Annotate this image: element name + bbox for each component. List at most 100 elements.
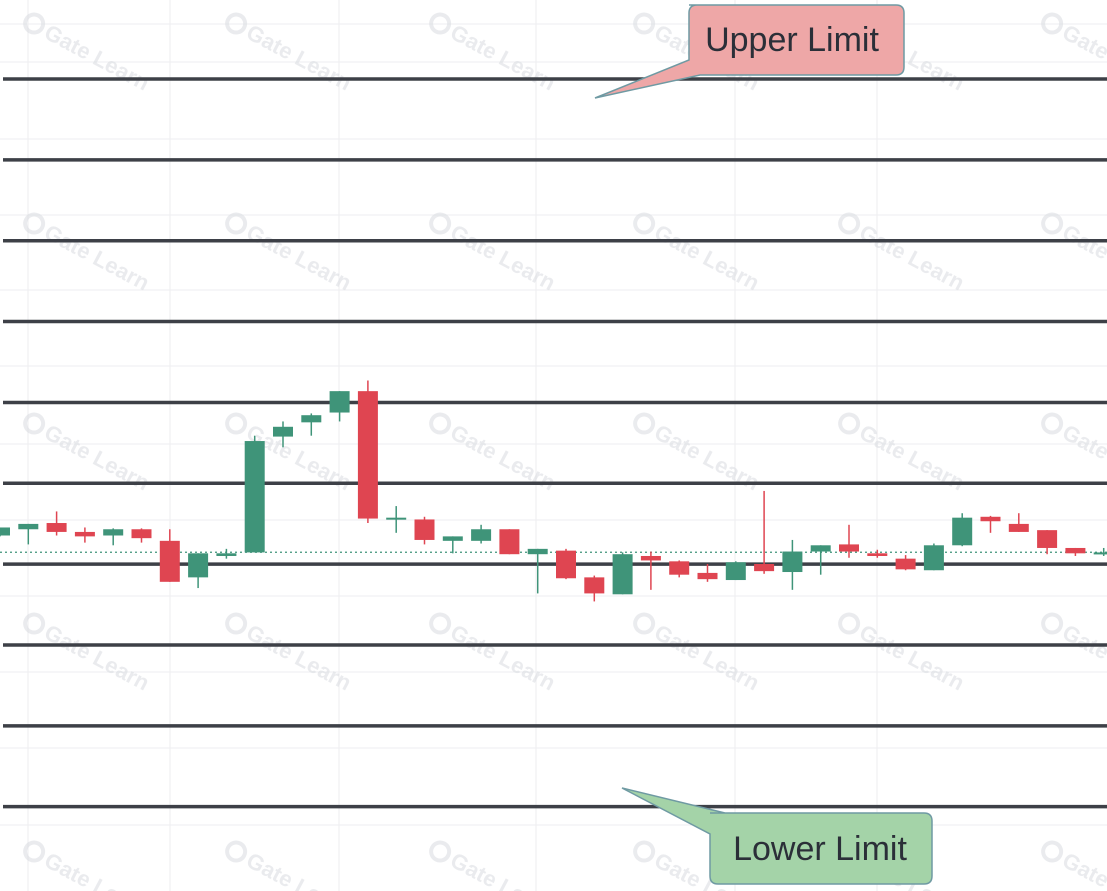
- candle: [640, 551, 661, 590]
- watermark-logo-icon: [1041, 412, 1064, 435]
- watermark-text: Gate Learn: [40, 620, 153, 696]
- watermark-logo-icon: [838, 212, 861, 235]
- candle-body: [301, 415, 322, 423]
- watermark-logo-icon: [23, 212, 46, 235]
- watermark-logo-icon: [633, 612, 656, 635]
- watermark-logo-icon: [225, 12, 248, 35]
- watermark-text: Gate Learn: [446, 620, 559, 696]
- watermark-logo-icon: [633, 12, 656, 35]
- watermark-mark: Gate Learn: [225, 12, 356, 96]
- candle-body: [1008, 523, 1029, 532]
- watermark-text: Gate Learn: [446, 220, 559, 296]
- candle-body: [74, 531, 95, 537]
- candle-body: [782, 551, 803, 573]
- candle-body: [810, 545, 831, 552]
- candle-body: [386, 517, 407, 520]
- watermark-logo-icon: [838, 412, 861, 435]
- watermark-text: Gate Learn: [1058, 220, 1107, 296]
- candle-body: [18, 523, 39, 530]
- candle-body: [980, 516, 1001, 522]
- watermark-mark: Gate Learn: [225, 612, 356, 696]
- candle: [442, 536, 463, 554]
- candle-body: [471, 529, 492, 541]
- candle: [188, 553, 209, 589]
- watermark-text: Gate Learn: [855, 220, 968, 296]
- candle-body: [895, 558, 916, 570]
- candle-body: [273, 426, 293, 437]
- candle: [74, 527, 95, 543]
- candle: [1065, 547, 1086, 556]
- watermark-mark: Gate Learn: [429, 840, 560, 891]
- candle: [301, 413, 322, 436]
- candle: [584, 575, 605, 602]
- candle-body: [697, 572, 718, 580]
- candle-body: [669, 561, 690, 575]
- candle: [46, 511, 67, 536]
- candle-body: [103, 529, 124, 536]
- candle: [782, 539, 803, 590]
- candle: [754, 490, 775, 574]
- candle: [414, 516, 435, 545]
- watermark-mark: Gate Learn: [633, 212, 764, 296]
- watermark-text: Gate Learn: [650, 620, 763, 696]
- watermark-text: Gate Learn: [40, 220, 153, 296]
- candle-body: [216, 553, 237, 556]
- candle-body: [584, 577, 605, 594]
- watermark-text: Gate Learn: [40, 20, 153, 96]
- watermark-logo-icon: [633, 212, 656, 235]
- watermark-mark: Gate Learn: [633, 612, 764, 696]
- watermark-text: Gate Learn: [1058, 848, 1107, 891]
- watermark-text: Gate Learn: [855, 620, 968, 696]
- watermark-text: Gate Learn: [1058, 620, 1107, 696]
- watermark-mark: Gate Learn: [225, 212, 356, 296]
- watermark-logo-icon: [429, 840, 452, 863]
- candle-body: [867, 553, 888, 556]
- watermark-mark: Gate Learn: [838, 212, 969, 296]
- watermark-logo-icon: [1041, 612, 1064, 635]
- candle: [669, 560, 690, 578]
- watermark-logo-icon: [1041, 12, 1064, 35]
- candle: [556, 548, 576, 580]
- candlestick-series: [0, 380, 1107, 602]
- candle-body: [725, 562, 746, 581]
- candle: [952, 513, 973, 547]
- candle-body: [527, 548, 548, 555]
- candle: [725, 561, 746, 581]
- candle-body: [0, 527, 10, 536]
- candle: [471, 524, 492, 544]
- watermark-logo-icon: [429, 212, 452, 235]
- candle: [499, 529, 520, 555]
- watermark-mark: Gate Learn: [429, 12, 560, 96]
- candle-body: [414, 519, 435, 540]
- candle: [697, 564, 718, 582]
- candle: [1037, 530, 1058, 555]
- grid-level-lines: [3, 77, 1107, 809]
- candle: [131, 528, 152, 543]
- watermark-text: Gate Learn: [446, 848, 559, 891]
- watermark-mark: Gate Learn: [429, 212, 560, 296]
- candle-body: [1037, 530, 1058, 548]
- candle-body: [839, 544, 859, 552]
- candle: [273, 421, 293, 448]
- watermark-mark: Gate Learn: [1041, 12, 1107, 96]
- candle: [216, 548, 237, 559]
- candle-body: [640, 555, 661, 561]
- candle-body: [188, 553, 209, 578]
- watermark-text: Gate Learn: [1058, 20, 1107, 96]
- upper-limit-callout-box: [594, 4, 905, 99]
- watermark-logo-icon: [23, 612, 46, 635]
- candle: [159, 529, 180, 582]
- candle: [839, 524, 859, 558]
- watermark-logo-icon: [225, 840, 248, 863]
- lower-limit-label: Lower Limit: [733, 830, 907, 868]
- watermark-logo-icon: [225, 412, 248, 435]
- watermark-mark: Gate Learn: [1041, 212, 1107, 296]
- watermark-logo-icon: [1041, 212, 1064, 235]
- watermark-logo-icon: [429, 12, 452, 35]
- watermark-mark: Gate Learn: [225, 840, 356, 891]
- watermark-mark: Gate Learn: [23, 212, 154, 296]
- watermark-logo-icon: [429, 612, 452, 635]
- candle: [386, 506, 407, 533]
